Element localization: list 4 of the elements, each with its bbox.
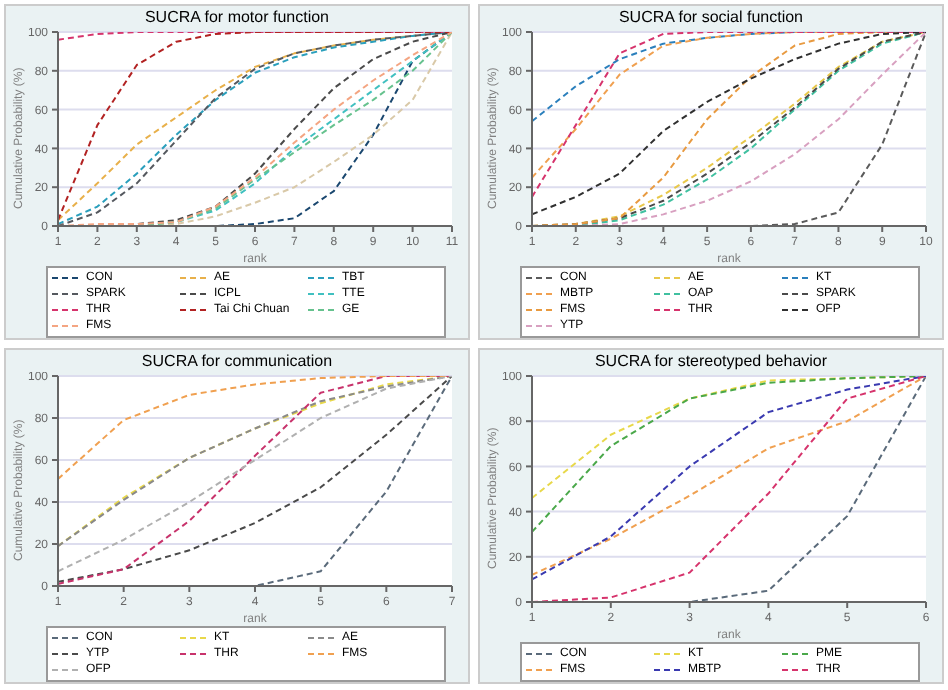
- chart-title: SUCRA for social function: [616, 8, 806, 28]
- chart-title: SUCRA for stereotyped behavior: [592, 352, 830, 372]
- chart-title: SUCRA for communication: [139, 352, 335, 372]
- chart-title: SUCRA for motor function: [142, 8, 332, 28]
